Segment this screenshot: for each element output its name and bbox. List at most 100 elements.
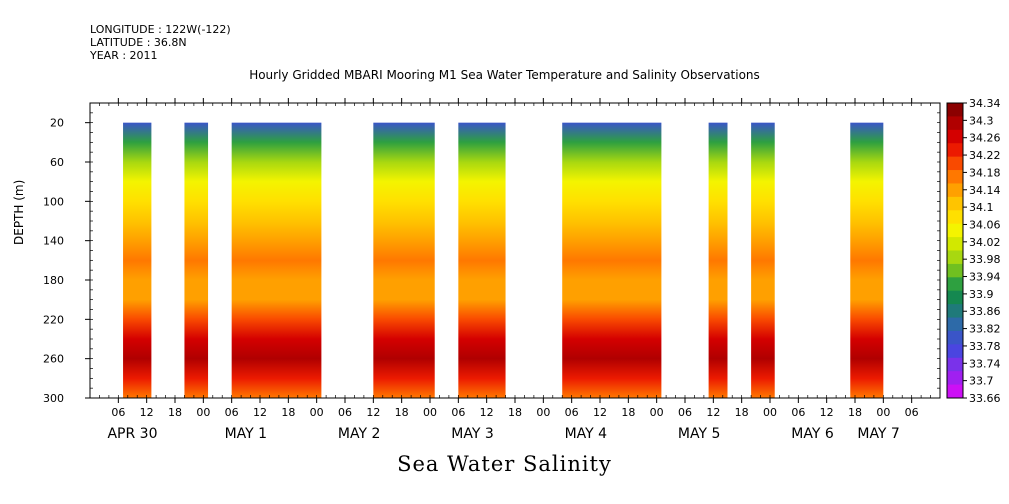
y-tick-label: 20 xyxy=(50,117,64,130)
plot-frame xyxy=(89,102,941,399)
x-tick-label: 18 xyxy=(395,406,409,419)
y-tick-label: 220 xyxy=(43,313,64,326)
x-tick-label: 06 xyxy=(678,406,692,419)
x-tick-label: 00 xyxy=(763,406,777,419)
x-tick-label: 18 xyxy=(168,406,182,419)
colorbar-label: 34.06 xyxy=(969,218,1001,231)
x-tick-label: 12 xyxy=(820,406,834,419)
x-tick-label: 06 xyxy=(111,406,125,419)
colorbar-label: 33.94 xyxy=(969,271,1001,284)
x-tick-label: 18 xyxy=(735,406,749,419)
x-day-label: MAY 3 xyxy=(451,426,493,442)
colorbar-swatch xyxy=(947,210,963,225)
y-tick-label: 140 xyxy=(43,235,64,248)
colorbar-swatch xyxy=(947,277,963,292)
x-tick-label: 00 xyxy=(423,406,437,419)
x-tick-label: 00 xyxy=(536,406,550,419)
x-tick-label: 06 xyxy=(905,406,919,419)
y-tick-label: 300 xyxy=(43,392,64,405)
colorbar-swatch xyxy=(947,223,963,238)
colorbar-label: 34.3 xyxy=(969,114,994,127)
colorbar-swatch xyxy=(947,116,963,131)
colorbar-label: 33.7 xyxy=(969,375,994,388)
data-segment xyxy=(458,122,506,399)
colorbar-label: 34.26 xyxy=(969,132,1001,145)
colorbar-label: 34.34 xyxy=(969,97,1001,110)
colorbar-swatch xyxy=(947,170,963,184)
x-tick-label: 06 xyxy=(338,406,352,419)
x-tick-label: 12 xyxy=(706,406,720,419)
x-day-label: MAY 1 xyxy=(225,426,267,442)
colorbar-label: 34.18 xyxy=(969,166,1001,179)
colorbar-label: 33.9 xyxy=(969,288,994,301)
y-tick-label: 60 xyxy=(50,156,64,169)
x-tick-label: 06 xyxy=(565,406,579,419)
colorbar-label: 34.02 xyxy=(969,236,1001,249)
colorbar-swatch xyxy=(947,129,963,144)
data-segment xyxy=(123,122,152,399)
colorbar-swatch xyxy=(947,290,963,305)
data-segment xyxy=(751,122,775,399)
colorbar-label: 33.82 xyxy=(969,323,1001,336)
x-tick-label: 00 xyxy=(196,406,210,419)
colorbar-swatch xyxy=(947,103,963,117)
x-tick-label: 00 xyxy=(876,406,890,419)
x-tick-label: 18 xyxy=(848,406,862,419)
x-tick-label: 18 xyxy=(281,406,295,419)
data-segment xyxy=(373,122,435,399)
colorbar-swatch xyxy=(947,143,963,158)
colorbar-frame xyxy=(946,102,964,399)
colorbar-swatch xyxy=(947,196,963,211)
y-tick-label: 100 xyxy=(43,195,64,208)
colorbar-swatch xyxy=(947,317,963,332)
x-tick-label: 00 xyxy=(310,406,324,419)
x-tick-label: 12 xyxy=(366,406,380,419)
x-tick-label: 12 xyxy=(140,406,154,419)
colorbar-swatch xyxy=(947,371,963,386)
x-tick-label: 06 xyxy=(225,406,239,419)
chart-bottom-title: Sea Water Salinity xyxy=(397,452,612,476)
x-tick-label: 18 xyxy=(621,406,635,419)
x-tick-label: 12 xyxy=(593,406,607,419)
colorbar-swatch xyxy=(947,156,963,171)
x-tick-label: 06 xyxy=(451,406,465,419)
x-tick-label: 12 xyxy=(253,406,267,419)
colorbar-swatch xyxy=(947,183,963,198)
colorbar-swatch xyxy=(947,330,963,345)
x-tick-label: 12 xyxy=(480,406,494,419)
data-segment xyxy=(562,122,662,399)
x-tick-label: 00 xyxy=(650,406,664,419)
colorbar-swatch xyxy=(947,237,963,251)
colorbar-label: 33.78 xyxy=(969,340,1001,353)
colorbar-swatch xyxy=(947,250,963,265)
y-axis-label: DEPTH (m) xyxy=(12,179,26,245)
data-segment xyxy=(850,122,884,399)
x-day-label: MAY 2 xyxy=(338,426,380,442)
x-day-label: MAY 5 xyxy=(678,426,720,442)
colorbar-label: 33.86 xyxy=(969,305,1001,318)
colorbar-label: 33.98 xyxy=(969,253,1001,266)
y-tick-label: 260 xyxy=(43,353,64,366)
colorbar-label: 34.1 xyxy=(969,201,994,214)
x-day-label: MAY 4 xyxy=(565,426,608,442)
data-segment xyxy=(231,122,322,399)
colorbar-swatch xyxy=(947,384,963,399)
y-tick-label: 180 xyxy=(43,274,64,287)
x-tick-label: 06 xyxy=(791,406,805,419)
x-tick-label: 18 xyxy=(508,406,522,419)
x-day-label: MAY 7 xyxy=(857,426,899,442)
longitude-label: LONGITUDE : 122W(-122) xyxy=(90,23,231,36)
colorbar-swatch xyxy=(947,344,963,359)
colorbar-swatch xyxy=(947,304,963,319)
chart-title: Hourly Gridded MBARI Mooring M1 Sea Wate… xyxy=(249,68,760,82)
x-day-label: MAY 6 xyxy=(791,426,834,442)
year-label: YEAR : 2011 xyxy=(90,49,158,62)
colorbar-label: 33.74 xyxy=(969,357,1001,370)
data-segment xyxy=(184,122,209,399)
colorbar-swatch xyxy=(947,263,963,278)
colorbar-swatch xyxy=(947,357,963,372)
x-day-label: APR 30 xyxy=(107,426,157,442)
colorbar-label: 34.22 xyxy=(969,149,1001,162)
colorbar-label: 34.14 xyxy=(969,184,1001,197)
data-segment xyxy=(708,122,728,399)
